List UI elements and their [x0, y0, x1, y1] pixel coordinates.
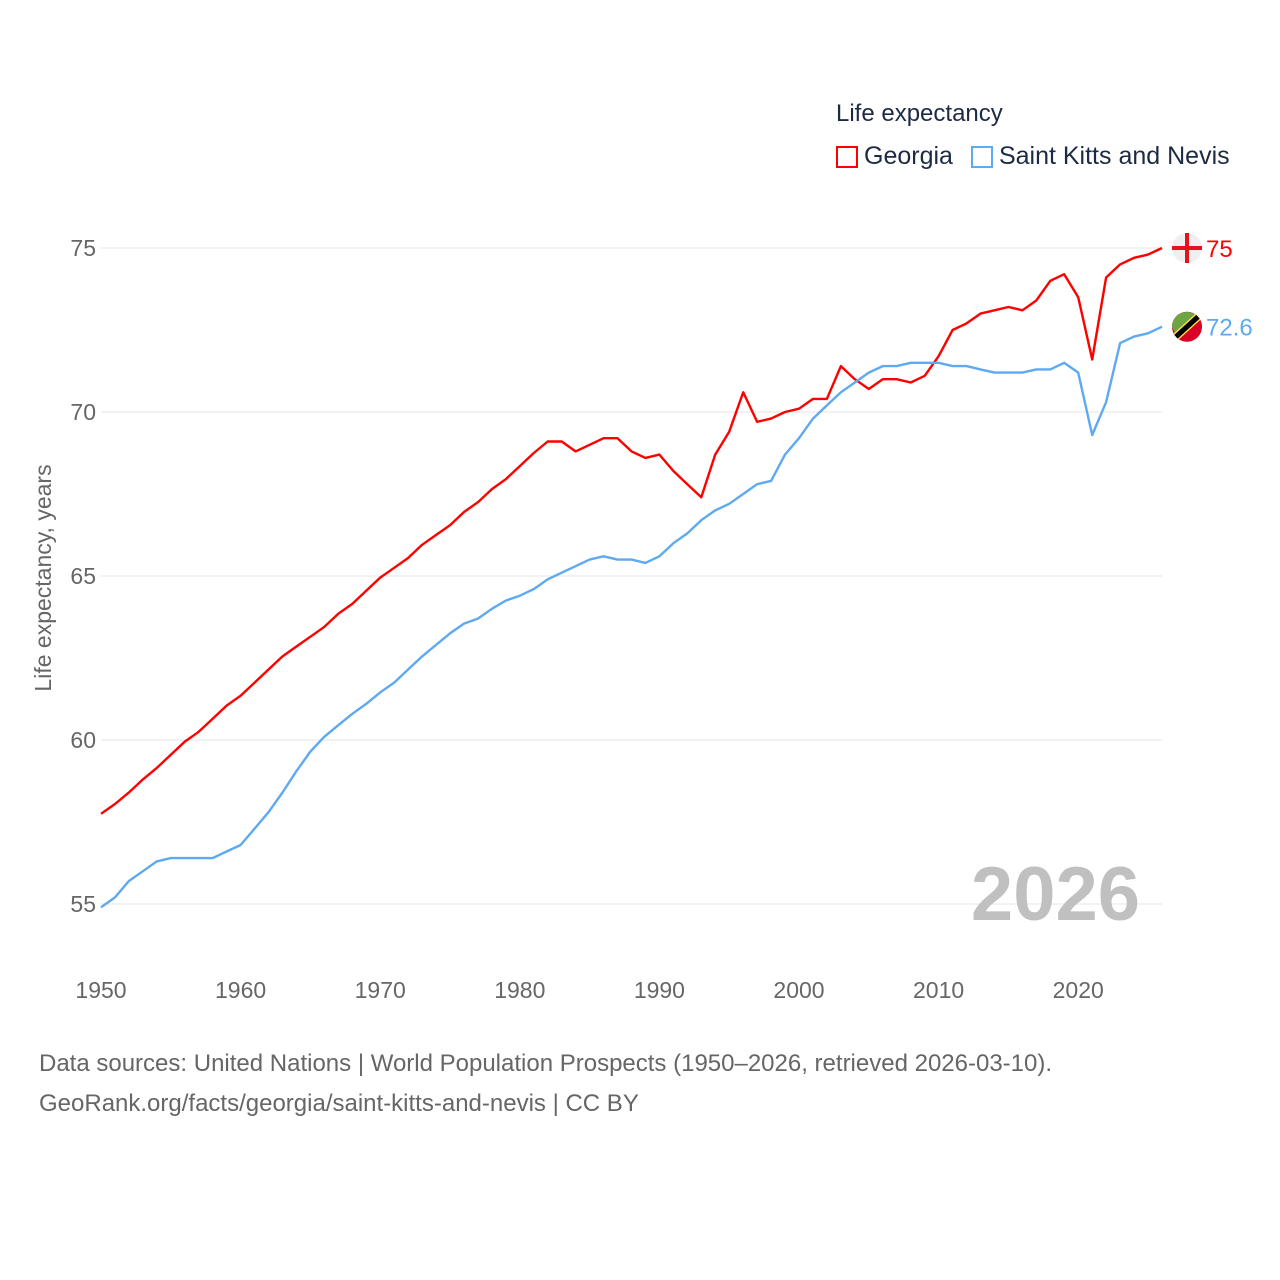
legend: Georgia Saint Kitts and Nevis — [836, 142, 1248, 171]
skn-flag-black — [1174, 314, 1200, 339]
y-axis-label: Life expectancy, years — [30, 464, 56, 691]
x-tick-label: 1950 — [75, 977, 126, 1003]
legend-swatch-georgia — [836, 145, 858, 168]
y-tick-label: 75 — [70, 235, 96, 261]
georgia-flag-cross-v — [1185, 233, 1189, 263]
legend-swatch-saint-kitts-and-nevis — [970, 145, 993, 168]
x-tick-label: 2010 — [913, 977, 964, 1003]
x-tick-label: 1960 — [215, 977, 266, 1003]
y-tick-label: 65 — [70, 563, 96, 589]
source-note: Data sources: United Nations | World Pop… — [39, 1044, 1052, 1124]
series-line-saint-kitts-and-nevis — [100, 325, 1163, 909]
series-line-georgia — [100, 246, 1163, 815]
y-tick-label: 55 — [70, 891, 96, 917]
legend-item-saint-kitts-and-nevis[interactable]: Saint Kitts and Nevis — [970, 142, 1230, 171]
x-tick-label: 1970 — [355, 977, 406, 1003]
legend-item-georgia[interactable]: Georgia — [836, 142, 953, 171]
legend-label-georgia: Georgia — [864, 142, 953, 170]
x-tick-label: 2020 — [1053, 977, 1104, 1003]
y-tick-label: 60 — [70, 727, 96, 753]
x-tick-label: 2000 — [773, 977, 824, 1003]
source-line-2[interactable]: GeoRank.org/facts/georgia/saint-kitts-an… — [39, 1090, 639, 1117]
legend-title: Life expectancy — [836, 100, 1003, 127]
legend-label-saint-kitts-and-nevis: Saint Kitts and Nevis — [998, 142, 1230, 170]
x-tick-label: 1990 — [634, 977, 685, 1003]
end-label-saint-kitts-and-nevis: 72.6 — [1206, 315, 1253, 342]
y-tick-label: 70 — [70, 399, 96, 425]
x-tick-label: 1980 — [494, 977, 545, 1003]
source-line-1: Data sources: United Nations | World Pop… — [39, 1050, 1053, 1077]
end-label-georgia: 75 — [1206, 236, 1233, 263]
year-watermark: 2026 — [971, 852, 1140, 937]
